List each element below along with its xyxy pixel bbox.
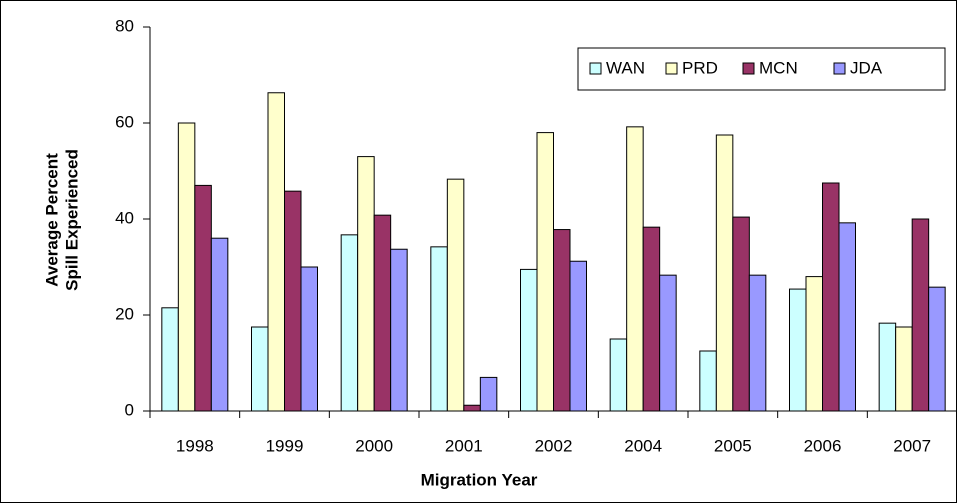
x-tick-label: 1999 [266, 436, 304, 455]
bar [642, 226, 661, 412]
bar [911, 218, 930, 412]
bar [284, 190, 302, 412]
bar [928, 286, 946, 412]
y-tick-label: 80 [115, 16, 134, 35]
bar [715, 134, 734, 412]
legend-label: MCN [759, 58, 798, 77]
bar [463, 404, 481, 412]
x-tick-label: 2002 [535, 436, 573, 455]
y-tick-label: 60 [115, 112, 134, 131]
x-tick-label: 2004 [624, 436, 662, 455]
bar [251, 326, 269, 412]
x-tick-label: 2005 [714, 436, 752, 455]
bar [177, 122, 196, 412]
bar [789, 288, 807, 412]
bar [430, 246, 448, 412]
x-tick-label: 2007 [893, 436, 931, 455]
bar [895, 326, 913, 412]
y-tick-label: 0 [125, 400, 134, 419]
bar [340, 234, 359, 412]
legend-label: JDA [850, 58, 883, 77]
legend-swatch [742, 62, 755, 75]
bar [699, 350, 717, 412]
bar [300, 266, 318, 412]
bar [161, 307, 179, 412]
x-tick-label: 2001 [445, 436, 483, 455]
bar [536, 132, 554, 412]
bar [748, 274, 767, 412]
bar [210, 237, 229, 412]
bar [520, 268, 538, 412]
y-axis-title: Spill Experienced [62, 149, 81, 291]
bar [732, 216, 750, 412]
legend-swatch [589, 62, 602, 75]
y-tick-label: 40 [115, 208, 134, 227]
bar [805, 276, 823, 412]
bar [569, 260, 587, 412]
legend-swatch [833, 62, 846, 75]
x-tick-label: 2000 [355, 436, 393, 455]
bar [553, 229, 571, 412]
bar [822, 182, 840, 412]
bar [390, 248, 408, 412]
bar [267, 92, 285, 412]
bar [479, 376, 498, 412]
legend-box [577, 47, 946, 91]
bar [373, 214, 392, 412]
y-axis-title: Average Percent [42, 153, 61, 287]
bar [878, 322, 897, 412]
bar [609, 338, 628, 412]
legend-label: PRD [682, 58, 718, 77]
bar [659, 274, 677, 412]
y-tick-label: 20 [115, 304, 134, 323]
legend-label: WAN [606, 58, 645, 77]
legend-swatch [665, 62, 678, 75]
bar [838, 222, 856, 412]
x-tick-label: 1998 [176, 436, 214, 455]
bar [446, 178, 465, 412]
x-tick-label: 2006 [804, 436, 842, 455]
x-axis-title: Migration Year [421, 470, 538, 489]
bar [357, 156, 375, 412]
bar [626, 126, 644, 412]
bar [194, 184, 212, 412]
